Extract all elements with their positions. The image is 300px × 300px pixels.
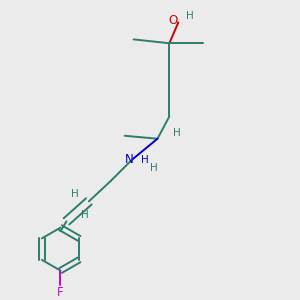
Text: H: H: [141, 154, 148, 165]
Text: H: H: [150, 163, 158, 173]
Text: O: O: [168, 14, 178, 27]
Text: H: H: [70, 189, 78, 199]
Text: H: H: [81, 210, 89, 220]
Text: N: N: [125, 153, 134, 166]
Text: F: F: [57, 286, 64, 298]
Text: H: H: [173, 128, 181, 138]
Text: H: H: [186, 11, 194, 21]
